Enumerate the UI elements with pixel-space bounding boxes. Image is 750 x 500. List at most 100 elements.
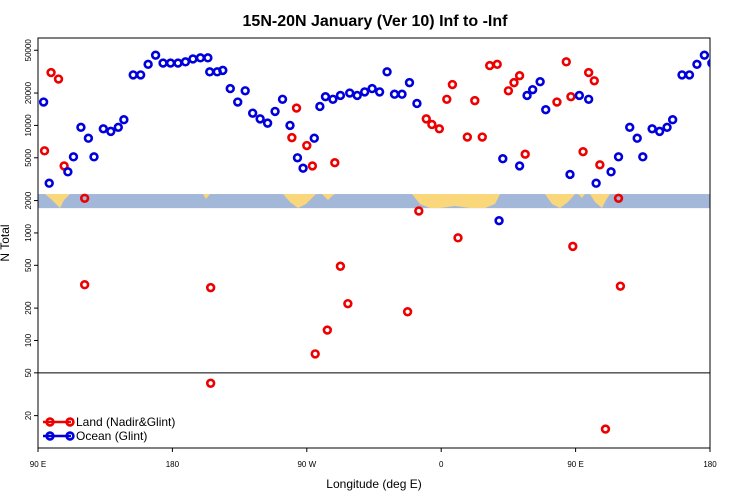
land-point bbox=[568, 241, 578, 252]
x-axis-label: Longitude (deg E) bbox=[326, 477, 421, 491]
ocean-point bbox=[106, 126, 116, 137]
land-shape bbox=[590, 194, 610, 209]
ocean-point bbox=[113, 122, 123, 133]
land-point bbox=[434, 124, 445, 134]
y-tick-label: 50 bbox=[24, 368, 33, 377]
land-shape bbox=[322, 194, 335, 201]
x-tick-label: 90 E bbox=[30, 460, 46, 469]
land-point bbox=[578, 146, 588, 157]
ocean-point bbox=[352, 90, 362, 101]
ocean-point bbox=[143, 59, 153, 70]
ocean-point bbox=[247, 108, 258, 118]
ocean-point bbox=[374, 87, 385, 97]
ocean-point bbox=[203, 53, 213, 63]
ocean-point bbox=[285, 120, 295, 131]
ocean-point bbox=[498, 154, 508, 164]
y-tick-label: 20000 bbox=[24, 81, 33, 104]
land-shapes bbox=[45, 194, 610, 209]
ocean-point bbox=[180, 57, 191, 67]
ocean-point bbox=[613, 152, 624, 162]
ocean-point bbox=[667, 115, 678, 125]
ocean-point bbox=[328, 94, 338, 104]
land-shape bbox=[203, 194, 210, 200]
ocean-point bbox=[684, 70, 695, 80]
land-point bbox=[589, 76, 599, 86]
y-tick-label: 1000 bbox=[24, 223, 33, 241]
land-point bbox=[503, 86, 514, 96]
legend: Land (Nadir&Glint)Ocean (Glint) bbox=[43, 415, 175, 443]
ocean-point bbox=[514, 161, 525, 171]
ocean-point bbox=[574, 90, 585, 101]
land-point bbox=[492, 59, 502, 70]
x-tick-label: 0 bbox=[439, 460, 444, 469]
land-shape bbox=[283, 194, 316, 209]
ocean-point bbox=[68, 152, 79, 162]
ocean-point bbox=[527, 84, 538, 95]
ocean-point bbox=[412, 98, 422, 109]
land-point bbox=[561, 57, 571, 67]
land-point bbox=[39, 146, 50, 156]
land-shape bbox=[45, 194, 70, 209]
land-shape bbox=[545, 194, 575, 209]
land-point bbox=[421, 114, 431, 124]
land-point bbox=[447, 79, 458, 90]
ocean-point bbox=[225, 83, 235, 94]
y-axis-label: N Total bbox=[0, 224, 12, 261]
land-shape bbox=[412, 194, 500, 209]
ocean-legend-label: Ocean (Glint) bbox=[76, 429, 147, 443]
y-tick-label: 20 bbox=[24, 411, 33, 420]
ocean-point bbox=[692, 59, 702, 70]
ocean-point bbox=[345, 88, 355, 98]
land-point bbox=[330, 158, 340, 168]
land-point bbox=[307, 161, 318, 171]
ocean-point bbox=[89, 152, 99, 162]
map-band bbox=[38, 194, 710, 209]
land-point bbox=[462, 132, 473, 142]
ocean-point bbox=[404, 77, 415, 88]
land-series bbox=[39, 57, 626, 434]
land-legend-marker bbox=[45, 417, 55, 427]
y-tick-label: 10000 bbox=[24, 114, 33, 137]
ocean-point bbox=[606, 167, 616, 177]
ocean-point bbox=[565, 169, 575, 180]
ocean-point bbox=[270, 106, 280, 117]
land-point bbox=[615, 281, 626, 291]
ocean-point bbox=[647, 124, 657, 134]
land-point bbox=[613, 193, 624, 203]
ocean-point bbox=[583, 94, 594, 104]
land-point bbox=[205, 282, 216, 293]
ocean-point bbox=[382, 67, 392, 77]
y-tick-label: 50000 bbox=[24, 39, 33, 62]
land-point bbox=[322, 325, 333, 335]
points-layer bbox=[38, 50, 710, 434]
ocean-point bbox=[188, 54, 198, 64]
ocean-point bbox=[218, 65, 228, 76]
ocean-point bbox=[298, 163, 308, 173]
x-tick-label: 90 W bbox=[297, 460, 316, 469]
land-point bbox=[509, 77, 519, 88]
ocean-point bbox=[195, 53, 206, 63]
ocean-point bbox=[707, 58, 710, 68]
land-shape bbox=[578, 194, 585, 199]
land-legend-label: Land (Nadir&Glint) bbox=[76, 415, 175, 429]
land-point bbox=[402, 307, 413, 317]
ocean-point bbox=[38, 97, 49, 107]
ocean-point bbox=[699, 50, 710, 60]
ocean-point bbox=[255, 114, 265, 124]
ocean-point bbox=[335, 90, 346, 101]
land-point bbox=[302, 140, 312, 151]
ocean-point bbox=[367, 83, 377, 94]
land-point bbox=[514, 70, 525, 81]
ocean-point bbox=[638, 152, 648, 162]
land-point bbox=[205, 378, 216, 388]
land-point bbox=[552, 97, 562, 107]
land-point bbox=[477, 132, 487, 142]
ocean-point bbox=[677, 70, 687, 80]
ocean-point bbox=[165, 58, 176, 68]
land-point bbox=[583, 67, 594, 78]
ocean-point bbox=[591, 178, 601, 188]
ocean-point bbox=[240, 86, 250, 96]
ocean-band bbox=[38, 194, 710, 209]
ocean-point bbox=[63, 167, 73, 177]
ocean-point bbox=[150, 50, 161, 60]
